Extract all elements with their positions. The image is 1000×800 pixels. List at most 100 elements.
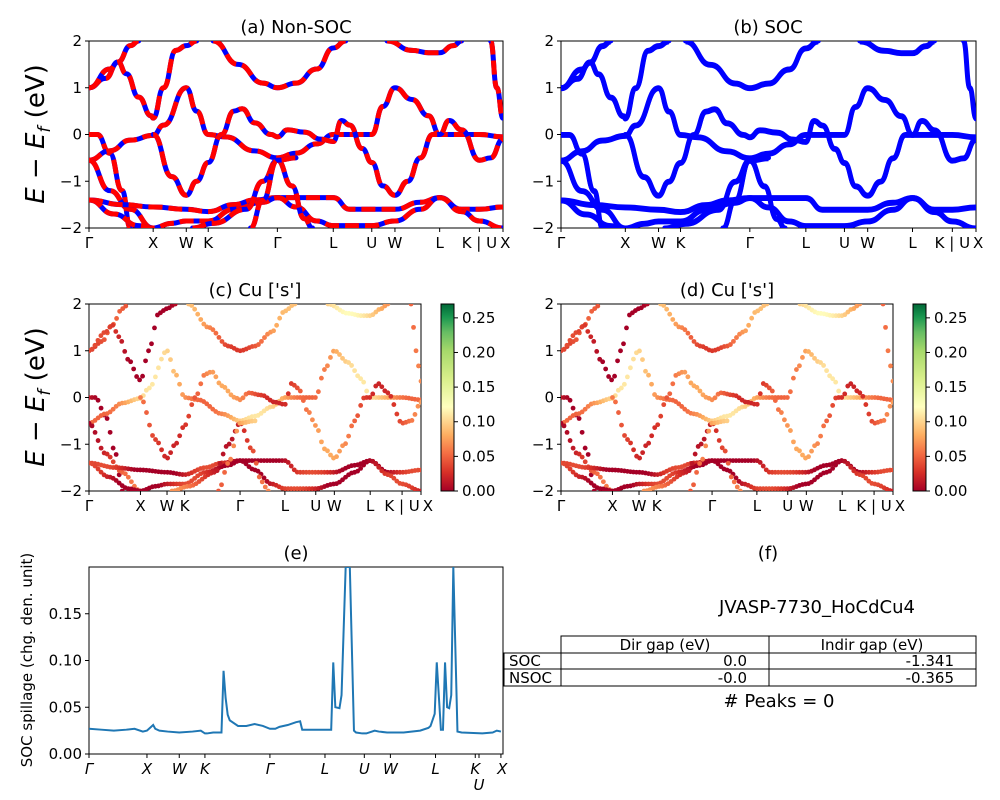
ytick-label-b-2: 0 xyxy=(544,126,554,144)
xtick-label-c-0: Γ xyxy=(85,497,94,515)
point-c-6-19 xyxy=(195,391,201,397)
point-d-4-82 xyxy=(806,349,811,354)
point-c-6-65 xyxy=(334,454,339,460)
point-c-10-5 xyxy=(231,443,237,449)
point-c-1-2 xyxy=(92,342,98,348)
spillage-series xyxy=(89,567,502,735)
point-d-6-60 xyxy=(791,439,796,445)
point-d-6-28 xyxy=(694,385,700,390)
point-d-4-27 xyxy=(640,357,645,362)
band-b-split-1 xyxy=(561,41,670,122)
band-a-red-12 xyxy=(488,41,503,121)
point-d-6-1 xyxy=(613,399,618,405)
point-d-4-30 xyxy=(649,381,654,387)
colorbar-tick-label-c-2: 0.10 xyxy=(462,413,495,431)
point-c-2-5 xyxy=(201,321,207,327)
point-d-4-91 xyxy=(833,379,839,385)
point-d-6-68 xyxy=(815,441,820,447)
point-c-4-27 xyxy=(168,357,173,362)
point-c-1-8 xyxy=(110,322,116,328)
point-d-9-28 xyxy=(725,460,731,466)
point-d-1-10 xyxy=(588,334,594,340)
point-c-4-75 xyxy=(312,395,318,400)
point-c-12-0 xyxy=(408,304,414,307)
point-c-9-32 xyxy=(265,488,271,491)
point-c-4-83 xyxy=(337,352,342,357)
point-d-2-1 xyxy=(661,304,667,308)
point-c-1-20 xyxy=(146,348,151,354)
point-d-6-12 xyxy=(646,440,652,446)
xtick-label-d-4: Γ xyxy=(708,497,717,515)
title-d: (d) Cu ['s'] xyxy=(680,280,774,301)
point-c-8-3 xyxy=(95,466,101,472)
point-c-3-6 xyxy=(104,416,110,421)
point-d-1-14 xyxy=(600,359,606,365)
point-d-8-3 xyxy=(567,466,573,472)
point-c-1-11 xyxy=(119,339,125,344)
point-c-2-11 xyxy=(219,339,225,344)
point-d-10-3 xyxy=(697,461,703,466)
point-c-3-4 xyxy=(98,405,104,411)
point-c-5-6 xyxy=(104,451,110,457)
point-c-6-91 xyxy=(412,412,418,417)
point-d-6-48 xyxy=(754,401,760,407)
point-c-5-3 xyxy=(95,438,101,443)
band-a-red-2 xyxy=(212,41,347,91)
point-d-7-66 xyxy=(757,460,763,465)
band-b-split-8 xyxy=(561,197,976,228)
row-label-nsoc: NSOC xyxy=(509,669,552,687)
point-c-4-79 xyxy=(325,363,330,369)
point-c-8-95 xyxy=(373,461,379,467)
point-c-1-18 xyxy=(140,373,145,379)
point-d-3-8 xyxy=(582,445,588,451)
point-d-6-24 xyxy=(682,369,688,375)
ytick-label-c-1: −1 xyxy=(60,435,82,453)
point-c-6-13 xyxy=(177,433,183,439)
point-d-6-63 xyxy=(800,452,805,458)
point-c-6-60 xyxy=(319,439,324,445)
ytick-label-e-2: 0.10 xyxy=(49,652,82,670)
point-c-9-29 xyxy=(256,474,262,480)
xtick-label-e-6: U xyxy=(359,760,370,778)
point-c-6-34 xyxy=(240,395,246,401)
point-d-3-4 xyxy=(570,405,576,411)
point-d-6-82 xyxy=(857,390,863,396)
point-d-0-9 xyxy=(586,316,591,321)
point-c-8-52 xyxy=(243,461,249,467)
point-d-10-2 xyxy=(694,469,699,475)
band-b-split-2 xyxy=(685,41,819,92)
point-c-6-16 xyxy=(186,413,192,419)
point-d-5-13 xyxy=(597,474,603,480)
point-c-0-5 xyxy=(101,337,107,343)
point-d-6-5 xyxy=(625,437,630,442)
point-c-1-16 xyxy=(134,374,140,379)
point-d-9-16 xyxy=(689,461,695,466)
point-c-5-7 xyxy=(107,454,113,460)
scatter-c xyxy=(89,304,421,491)
point-d-2-28 xyxy=(743,328,748,334)
point-c-8-96 xyxy=(376,464,382,470)
band-a-red-11 xyxy=(386,41,462,56)
point-d-6-70 xyxy=(821,423,827,429)
xtick-label-b-1: X xyxy=(620,234,630,252)
point-d-4-75 xyxy=(784,395,790,400)
band-b-split-5 xyxy=(561,159,626,228)
point-d-9-30 xyxy=(731,479,737,485)
axes-frame-e xyxy=(88,566,504,755)
ytick-label-d-2: 0 xyxy=(544,389,554,407)
band-a-red-5 xyxy=(89,157,154,228)
xtick-label-b-5: L xyxy=(802,234,811,252)
point-d-4-28 xyxy=(643,368,648,374)
point-d-9-20 xyxy=(701,436,707,442)
point-c-4-80 xyxy=(328,355,333,360)
xtick-label-e-5: L xyxy=(321,760,329,778)
point-d-6-73 xyxy=(830,403,836,408)
point-d-10-4 xyxy=(700,456,706,462)
point-d-2-23 xyxy=(728,342,733,347)
band-a-blue-4 xyxy=(89,85,503,163)
xtick-label-c-4: Γ xyxy=(236,497,245,515)
point-c-5-14 xyxy=(128,479,134,485)
point-d-9-15 xyxy=(686,468,692,474)
band-a-blue-6 xyxy=(150,106,503,198)
point-d-10-0 xyxy=(688,488,693,491)
